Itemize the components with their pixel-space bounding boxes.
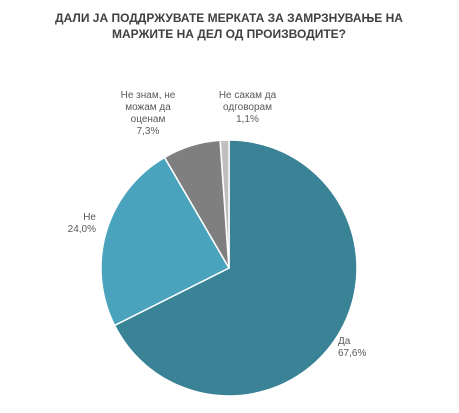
- slice-label: Не знам, не можам да оценам 7,3%: [108, 90, 188, 138]
- pie-slice: [219, 139, 230, 269]
- pie-slice: [113, 139, 358, 397]
- value-label: 7,3%: [136, 126, 160, 137]
- value-label: 67,6%: [338, 348, 367, 359]
- category-label: Не знам, не можам да оценам: [120, 90, 176, 125]
- value-label: 24,0%: [67, 224, 96, 235]
- category-label: Да: [338, 336, 351, 347]
- value-label: 1,1%: [236, 114, 259, 125]
- pie-slice: [100, 156, 231, 327]
- slice-label: Да 67,6%: [338, 336, 378, 360]
- category-label: Не сакам да одговорам: [218, 90, 277, 113]
- slice-label: Не 24,0%: [40, 212, 96, 236]
- chart-title: ДАЛИ ЈА ПОДДРЖУВАТЕ МЕРКАТА ЗА ЗАМРЗНУВА…: [55, 11, 403, 41]
- slice-label: Не сакам да одговорам 1,1%: [200, 90, 295, 126]
- category-label: Не: [83, 212, 96, 223]
